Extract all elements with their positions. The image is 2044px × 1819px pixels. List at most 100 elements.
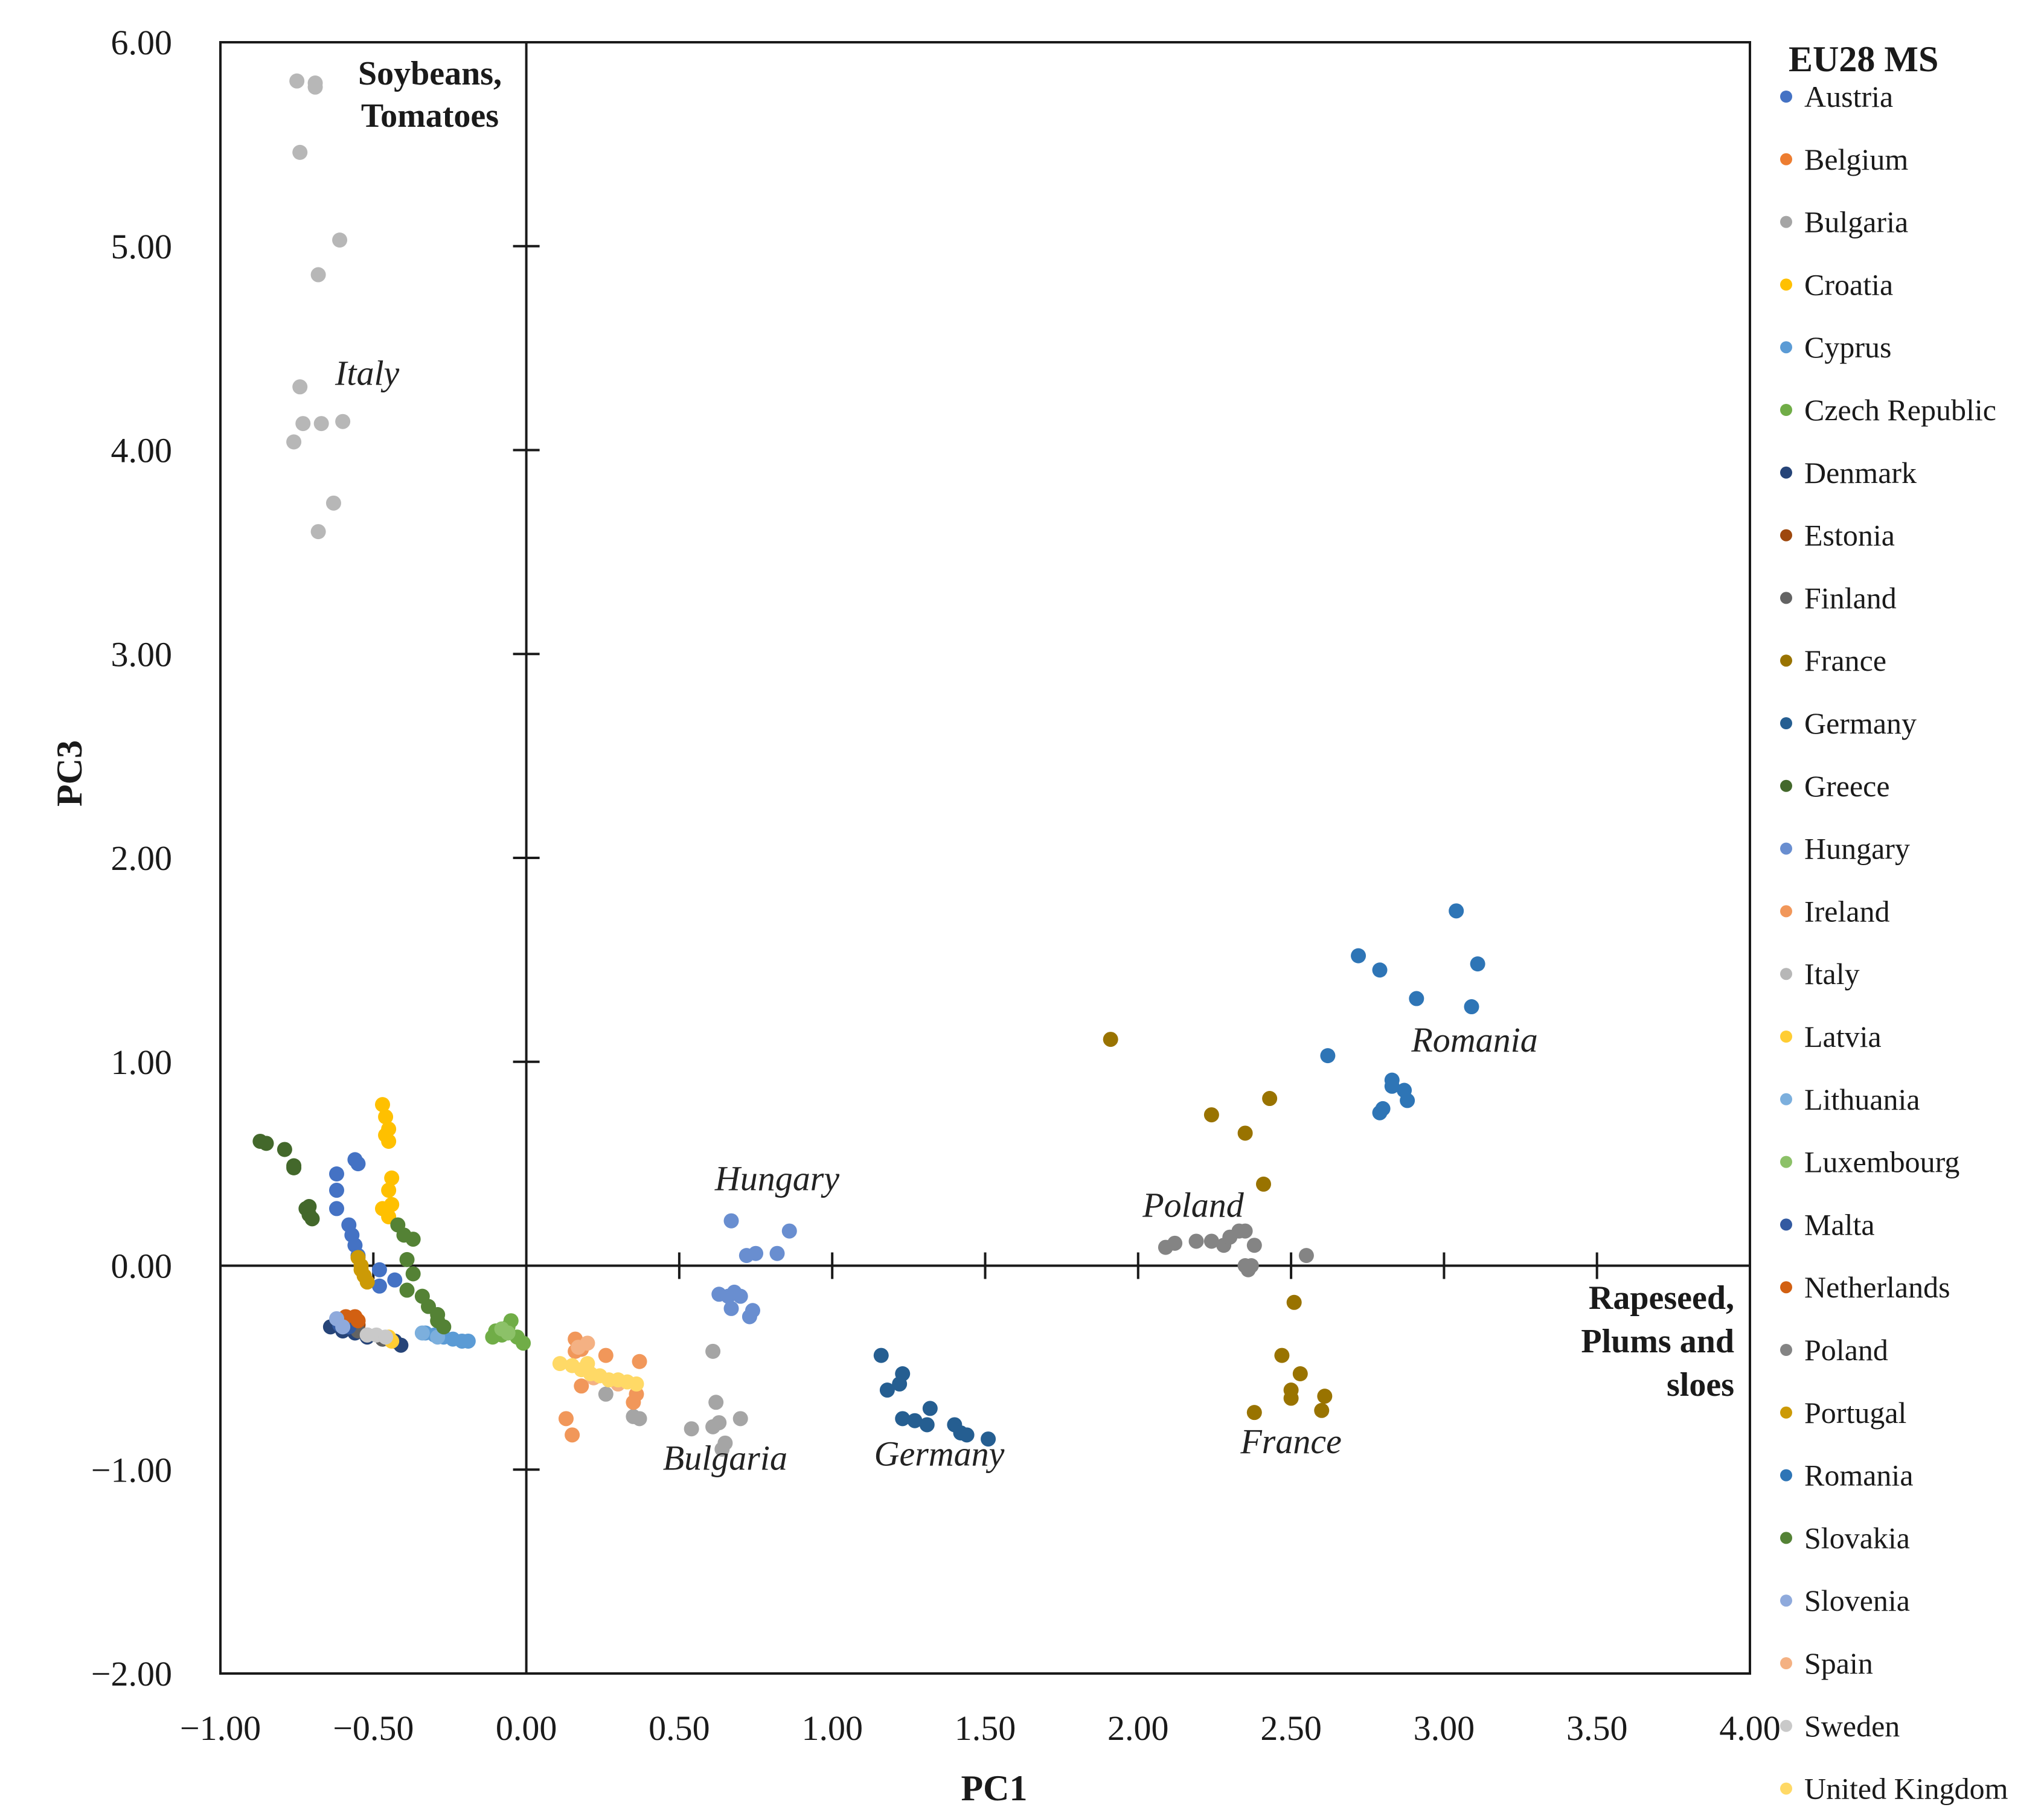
- legend-title: EU28 MS: [1789, 39, 1938, 79]
- point-france: [1314, 1402, 1330, 1418]
- point-ireland: [574, 1378, 589, 1394]
- point-poland: [1240, 1262, 1256, 1277]
- annotation-germany: Germany: [874, 1434, 1005, 1473]
- point-poland: [1188, 1233, 1204, 1249]
- point-france: [1274, 1347, 1290, 1363]
- point-greece: [258, 1136, 274, 1151]
- legend-item-ireland: Ireland: [1780, 894, 1890, 928]
- point-romania: [1320, 1048, 1336, 1064]
- y-tick-label: 0.00: [111, 1247, 173, 1286]
- legend-item-croatia: Croatia: [1780, 267, 1893, 301]
- point-poland: [1203, 1233, 1219, 1249]
- legend-item-italy: Italy: [1780, 957, 1860, 991]
- point-netherlands: [350, 1313, 366, 1329]
- legend-item-lithuania: Lithuania: [1780, 1082, 1920, 1116]
- point-poland: [1298, 1248, 1314, 1264]
- point-italy: [292, 379, 308, 395]
- point-slovakia: [405, 1232, 421, 1247]
- legend-marker-finland: [1780, 592, 1792, 604]
- point-germany: [919, 1417, 935, 1433]
- y-tick-label: −1.00: [91, 1450, 172, 1489]
- point-cyprus: [460, 1333, 476, 1349]
- legend-item-portugal: Portugal: [1780, 1396, 1906, 1430]
- point-poland: [1237, 1223, 1253, 1239]
- legend-item-greece: Greece: [1780, 769, 1890, 803]
- point-hungary: [723, 1213, 739, 1229]
- legend-label-czech-republic: Czech Republic: [1804, 393, 1996, 427]
- legend-item-malta: Malta: [1780, 1207, 1875, 1241]
- point-france: [1256, 1176, 1272, 1192]
- point-france: [1246, 1405, 1262, 1421]
- point-germany: [922, 1401, 938, 1416]
- point-italy: [310, 524, 326, 540]
- point-ireland: [558, 1411, 574, 1427]
- legend-marker-croatia: [1780, 278, 1792, 291]
- legend-item-france: France: [1780, 644, 1886, 677]
- y-tick-label: 3.00: [111, 635, 173, 674]
- point-romania: [1372, 1105, 1388, 1120]
- point-romania: [1351, 948, 1366, 964]
- legend-label-slovakia: Slovakia: [1804, 1521, 1910, 1555]
- point-austria: [371, 1278, 387, 1294]
- point-bulgaria: [684, 1421, 699, 1437]
- legend-marker-luxembourg: [1780, 1156, 1792, 1168]
- legend-label-portugal: Portugal: [1804, 1396, 1906, 1430]
- y-tick-label: 5.00: [111, 227, 173, 266]
- legend-item-germany: Germany: [1780, 706, 1917, 740]
- legend-item-latvia: Latvia: [1780, 1020, 1882, 1053]
- y-tick-label: 6.00: [111, 23, 173, 62]
- y-axis-title: PC3: [50, 740, 89, 807]
- legend-marker-cyprus: [1780, 341, 1792, 354]
- legend-marker-united-kingdom: [1780, 1782, 1792, 1795]
- annotation-france: France: [1240, 1422, 1342, 1461]
- point-ireland: [565, 1427, 580, 1443]
- point-france: [1203, 1107, 1219, 1123]
- legend-marker-poland: [1780, 1344, 1792, 1356]
- x-tick-label: 2.00: [1107, 1709, 1169, 1748]
- annotation-italy: Italy: [335, 353, 400, 392]
- point-bulgaria: [732, 1411, 748, 1427]
- point-united-kingdom: [552, 1356, 568, 1372]
- point-spain: [580, 1335, 595, 1351]
- point-germany: [959, 1427, 975, 1443]
- point-austria: [350, 1156, 366, 1172]
- point-united-kingdom: [629, 1376, 644, 1392]
- point-italy: [332, 232, 348, 248]
- point-hungary: [748, 1245, 764, 1261]
- legend-label-bulgaria: Bulgaria: [1804, 205, 1908, 239]
- legend-item-netherlands: Netherlands: [1780, 1270, 1950, 1304]
- point-romania: [1464, 999, 1479, 1015]
- point-italy: [335, 414, 351, 429]
- point-germany: [879, 1383, 895, 1398]
- legend-marker-italy: [1780, 968, 1792, 980]
- point-poland: [1167, 1235, 1183, 1251]
- x-tick-label: 1.50: [955, 1709, 1016, 1748]
- point-france: [1286, 1294, 1302, 1310]
- point-slovakia: [399, 1252, 415, 1267]
- legend-label-hungary: Hungary: [1804, 832, 1910, 866]
- annotation-poland: Poland: [1142, 1185, 1245, 1224]
- plot-area-border: [219, 41, 1751, 1675]
- x-tick-label: 4.00: [1719, 1709, 1781, 1748]
- legend-marker-estonia: [1780, 529, 1792, 542]
- point-bulgaria: [708, 1395, 724, 1410]
- x-tick-label: 0.00: [496, 1709, 557, 1748]
- point-italy: [289, 73, 305, 89]
- legend-label-greece: Greece: [1804, 769, 1890, 803]
- point-austria: [371, 1262, 387, 1277]
- legend-item-romania: Romania: [1780, 1459, 1914, 1492]
- legend-item-slovakia: Slovakia: [1780, 1521, 1910, 1555]
- point-portugal: [359, 1274, 375, 1290]
- legend-item-luxembourg: Luxembourg: [1780, 1145, 1959, 1179]
- legend-marker-slovenia: [1780, 1594, 1792, 1607]
- legend-item-cyprus: Cyprus: [1780, 330, 1891, 364]
- quadrant-label-bottom-right: Plums and: [1581, 1323, 1734, 1360]
- point-austria: [387, 1272, 403, 1288]
- quadrant-label-top-left: Tomatoes: [361, 97, 499, 135]
- point-ireland: [632, 1354, 647, 1369]
- point-italy: [286, 434, 302, 450]
- point-austria: [329, 1166, 345, 1182]
- annotation-hungary: Hungary: [714, 1159, 839, 1198]
- annotation-bulgaria: Bulgaria: [663, 1438, 787, 1477]
- legend-label-netherlands: Netherlands: [1804, 1270, 1950, 1304]
